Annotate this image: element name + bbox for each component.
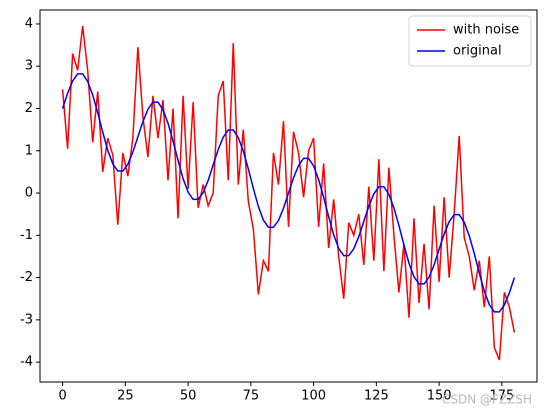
y-tick-label: 2 [25, 101, 33, 116]
line-series [61, 73, 516, 313]
y-tick-label: 3 [25, 59, 33, 74]
y-tick-label: -3 [20, 312, 33, 327]
y-tick-label: -1 [20, 228, 33, 243]
x-tick-label: 175 [489, 389, 514, 404]
x-tick-label: 50 [180, 389, 197, 404]
x-tick-label: 150 [427, 389, 452, 404]
y-tick-label: -4 [20, 355, 33, 370]
legend-label: with noise [453, 23, 519, 38]
x-tick-label: 25 [117, 389, 134, 404]
y-tick-label: 4 [25, 16, 33, 31]
legend-label: original [453, 44, 502, 59]
x-tick-label: 125 [364, 389, 389, 404]
y-tick-label: 1 [25, 143, 33, 158]
plot-area [39, 9, 538, 383]
y-tick-label: -2 [20, 270, 33, 285]
x-tick-label: 0 [58, 389, 66, 404]
watermark: CSDN @FZZSH [442, 393, 532, 407]
legend [408, 15, 532, 67]
y-tick-label: 0 [25, 186, 33, 201]
line-series [61, 25, 516, 361]
x-tick-label: 100 [301, 389, 326, 404]
x-tick-label: 75 [243, 389, 260, 404]
